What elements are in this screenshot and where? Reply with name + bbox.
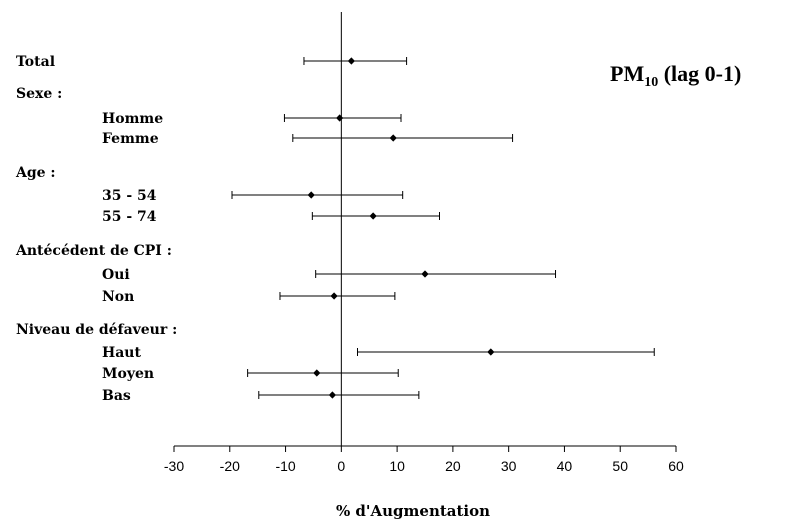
x-tick-label: 10 <box>389 458 405 474</box>
group-label: Sexe : <box>16 86 62 102</box>
confidence-intervals <box>231 57 655 399</box>
x-tick-label: -20 <box>220 458 240 474</box>
row-labels: Total Sexe : Homme Femme Age : 35 - 54 55 - 74… <box>15 54 177 404</box>
point-estimate <box>328 391 337 399</box>
row-label: Non <box>102 289 134 305</box>
row-label: Moyen <box>102 366 154 382</box>
row-label: Oui <box>102 267 130 283</box>
group-label: Age : <box>15 165 56 181</box>
point-estimate <box>307 191 315 199</box>
chart-title: PM10 (lag 0-1) <box>610 61 741 90</box>
point-estimate <box>389 134 397 142</box>
point-estimate <box>421 270 429 278</box>
x-tick-label: 50 <box>612 458 628 474</box>
row-label: Bas <box>102 388 131 404</box>
x-axis: -30 -20 -10 0 10 20 30 40 50 60 <box>164 12 684 474</box>
point-estimate <box>330 292 338 300</box>
x-tick-label: 0 <box>337 458 345 474</box>
x-tick-label: 30 <box>501 458 517 474</box>
point-estimate <box>336 114 344 122</box>
group-label: Antécédent de CPI : <box>15 243 172 259</box>
x-tick-label: -10 <box>275 458 295 474</box>
x-axis-label: % d'Augmentation <box>336 502 490 520</box>
row-label: Femme <box>102 131 159 147</box>
x-tick-label: -30 <box>164 458 184 474</box>
row-label: Total <box>16 54 55 70</box>
group-label: Niveau de défaveur : <box>16 322 177 338</box>
x-tick-label: 40 <box>557 458 573 474</box>
row-label: Haut <box>102 345 141 361</box>
row-label: 55 - 74 <box>102 209 157 225</box>
point-estimate <box>313 369 321 377</box>
x-tick-label: 20 <box>445 458 461 474</box>
x-tick-label: 60 <box>668 458 684 474</box>
row-label: Homme <box>102 111 163 127</box>
point-estimate <box>347 57 355 65</box>
point-estimate <box>369 212 377 220</box>
point-estimate <box>487 348 495 356</box>
row-label: 35 - 54 <box>102 188 157 204</box>
